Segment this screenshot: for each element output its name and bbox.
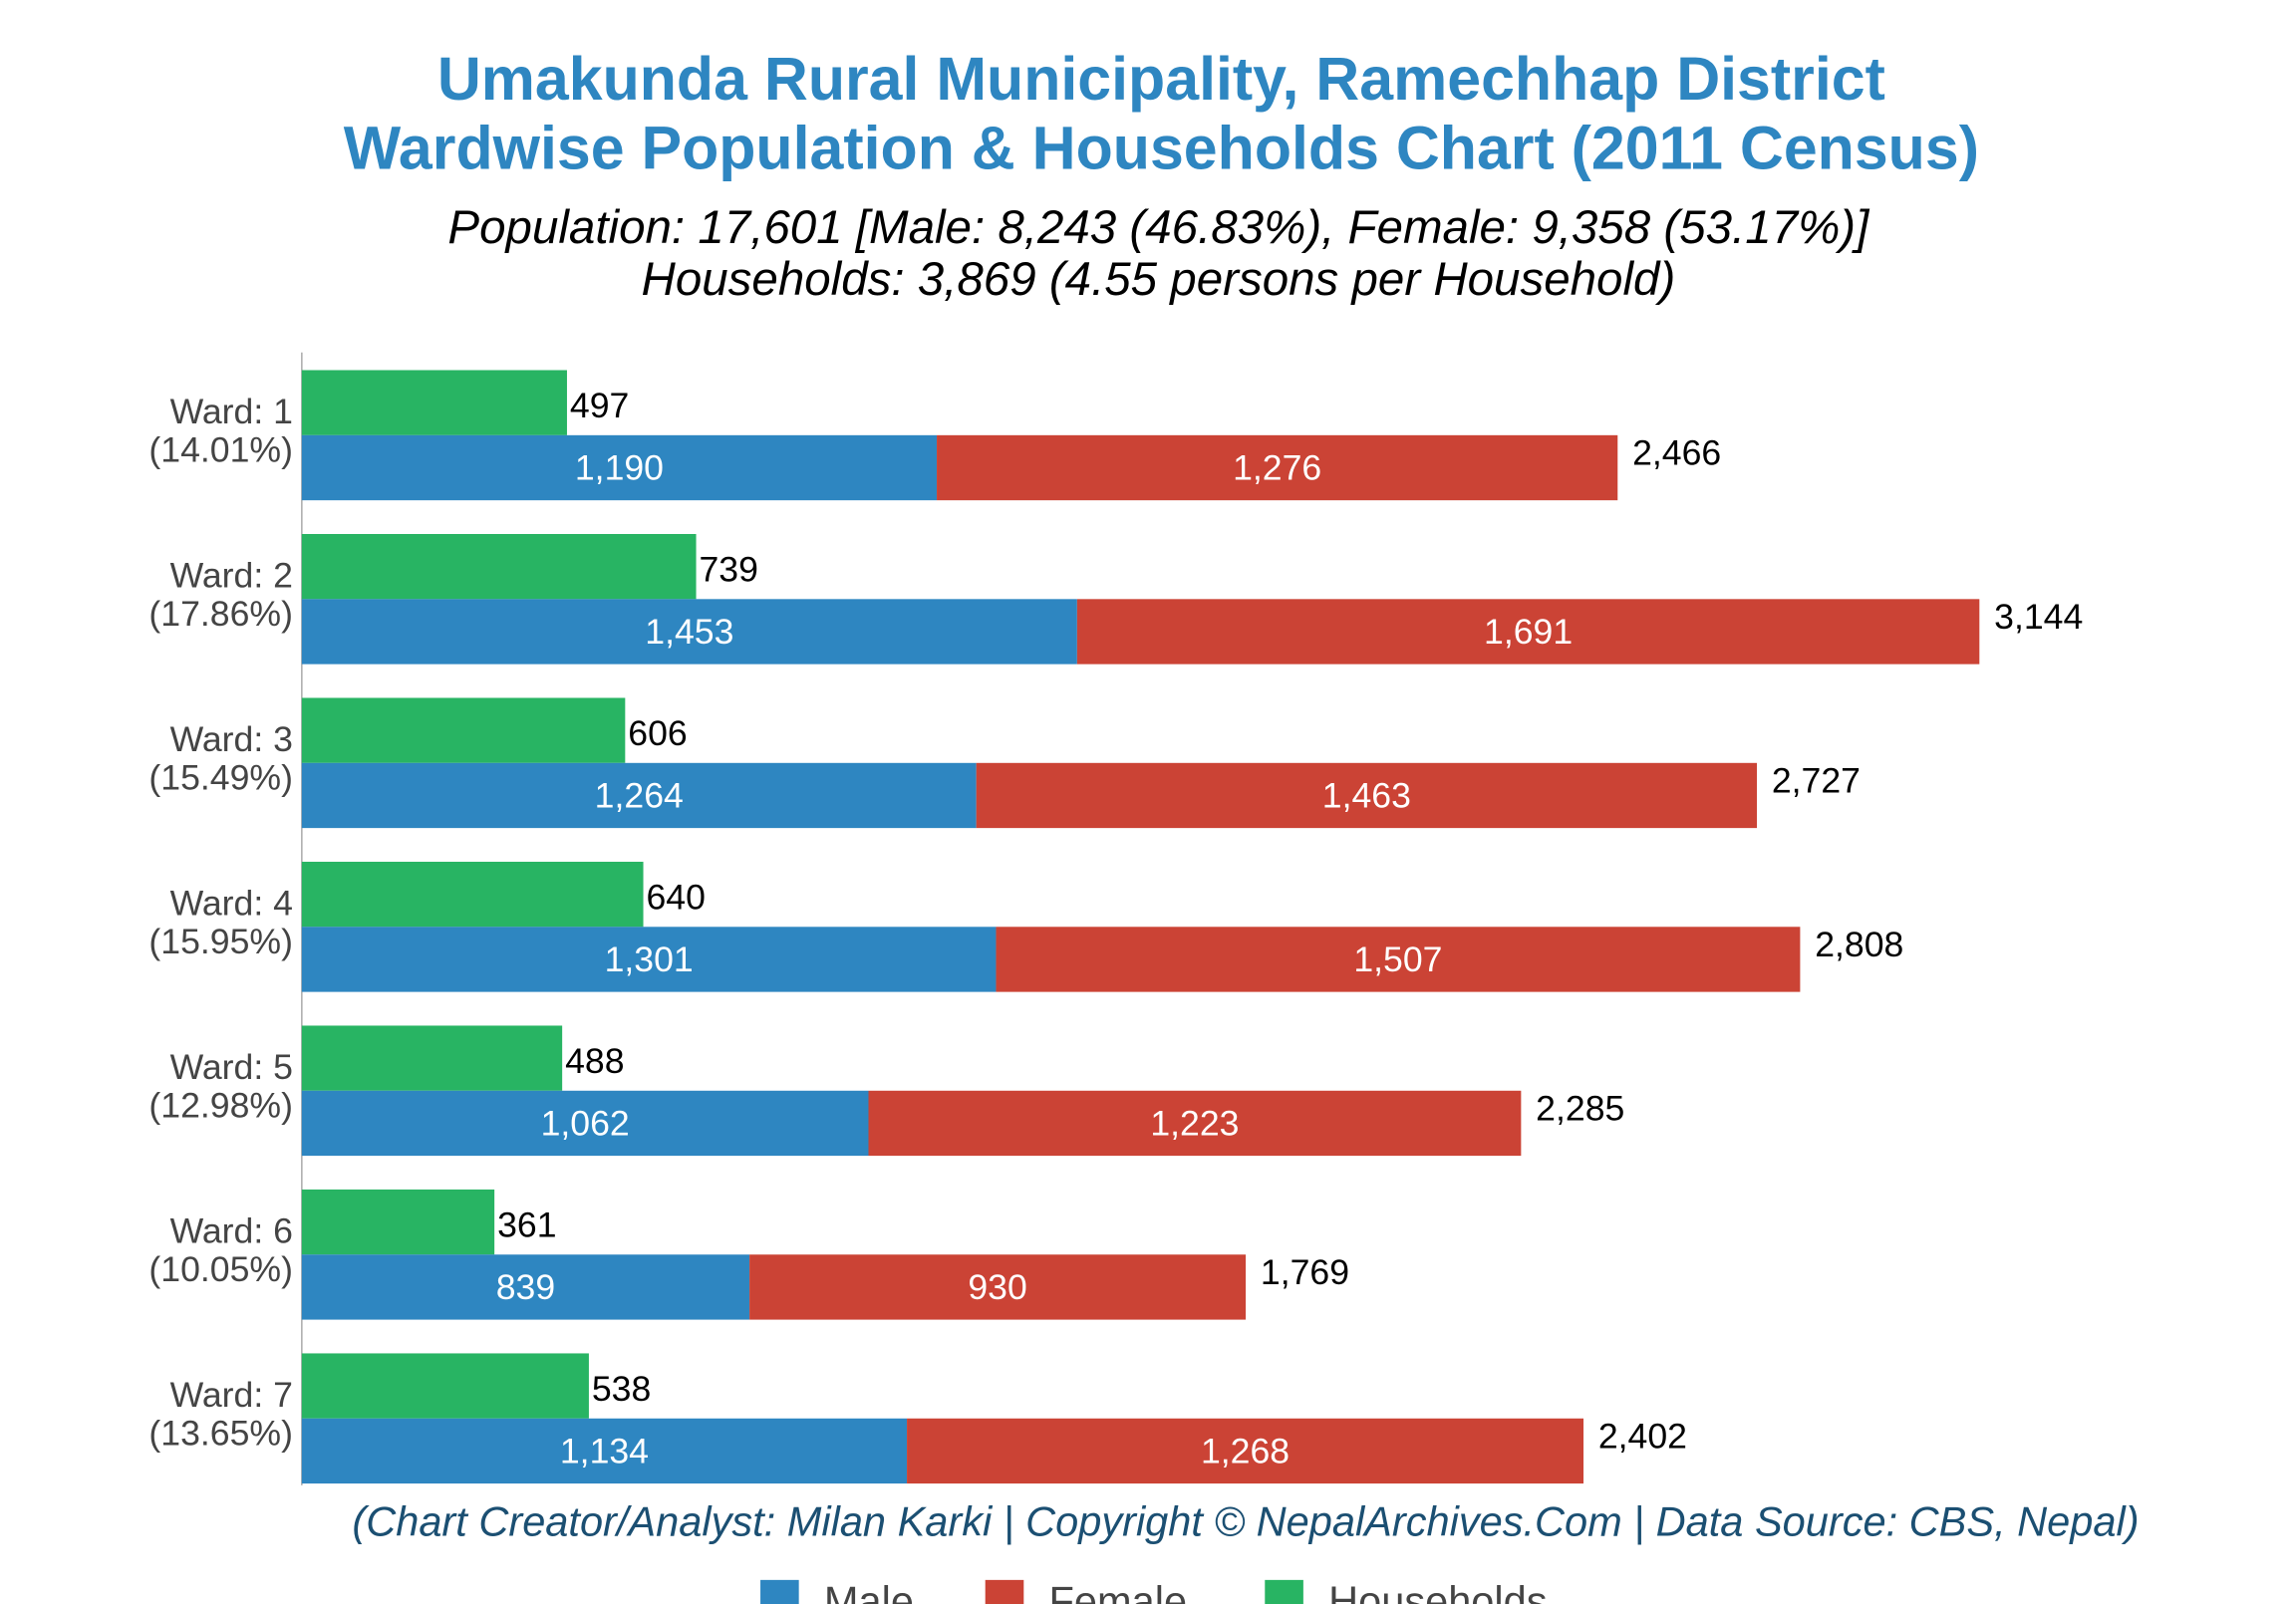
female-value-label: 1,268 (1201, 1431, 1290, 1470)
female-bar (749, 1254, 1247, 1320)
households-bar (301, 697, 626, 763)
households-value-label: 640 (647, 877, 706, 917)
households-bar (301, 534, 697, 600)
households-value-label: 538 (592, 1369, 651, 1409)
female-bar (907, 1418, 1584, 1484)
legend-swatch-households (1265, 1579, 1303, 1604)
legend: Male Female Households (760, 1577, 1548, 1604)
chart-title-line-2: Wardwise Population & Households Chart (… (344, 115, 1979, 182)
total-value-label: 2,808 (1815, 925, 1903, 964)
households-value-label: 739 (700, 550, 758, 590)
female-value-label: 1,276 (1233, 447, 1321, 487)
legend-label-households: Households (1328, 1577, 1547, 1604)
ward-percent-label: (10.05%) (148, 1249, 293, 1289)
households-value-label: 606 (628, 713, 687, 753)
chart-subtitle-line-1: Population: 17,601 [Male: 8,243 (46.83%)… (447, 201, 1870, 254)
ward-percent-label: (17.86%) (148, 594, 293, 634)
households-value-label: 361 (497, 1204, 556, 1244)
female-bar (937, 434, 1618, 501)
households-bar (301, 1189, 495, 1255)
legend-label-female: Female (1049, 1577, 1188, 1604)
ward-percent-label: (15.49%) (148, 758, 293, 798)
chart-title-line-1: Umakunda Rural Municipality, Ramechhap D… (437, 45, 1885, 113)
total-value-label: 2,727 (1772, 760, 1861, 800)
male-bar (301, 434, 938, 501)
households-value-label: 497 (570, 386, 629, 425)
male-value-label: 1,190 (575, 447, 664, 487)
ward-label: Ward: 6 (170, 1210, 293, 1250)
chart-footer-credit: (Chart Creator/Analyst: Milan Karki | Co… (352, 1497, 2139, 1544)
ward-label: Ward: 2 (170, 555, 293, 595)
total-value-label: 3,144 (1994, 597, 2083, 637)
legend-swatch-female (985, 1579, 1024, 1604)
ward-label: Ward: 5 (170, 1047, 293, 1087)
total-value-label: 1,769 (1261, 1252, 1349, 1292)
households-bar (301, 861, 644, 928)
households-bar (301, 370, 567, 435)
households-bar (301, 1025, 563, 1091)
female-bar (976, 762, 1758, 829)
male-bar (301, 599, 1077, 665)
female-bar (1076, 599, 1980, 665)
total-value-label: 2,466 (1632, 433, 1721, 473)
households-value-label: 488 (565, 1041, 624, 1081)
ward-label: Ward: 7 (170, 1375, 293, 1415)
ward-label: Ward: 1 (170, 392, 293, 431)
male-bar (301, 927, 997, 992)
male-value-label: 1,301 (605, 939, 694, 979)
total-value-label: 2,402 (1598, 1416, 1687, 1456)
chart-subtitle-line-2: Households: 3,869 (4.55 persons per Hous… (642, 253, 1676, 306)
legend-label-male: Male (824, 1577, 914, 1604)
male-value-label: 1,134 (560, 1431, 649, 1470)
ward-label: Ward: 3 (170, 719, 293, 759)
ward-label: Ward: 4 (170, 883, 293, 923)
male-value-label: 1,453 (645, 612, 733, 652)
male-value-label: 1,264 (595, 775, 684, 815)
male-value-label: 1,062 (541, 1103, 630, 1143)
female-value-label: 1,507 (1353, 939, 1442, 979)
female-bar (868, 1090, 1522, 1157)
ward-percent-label: (13.65%) (148, 1413, 293, 1453)
female-bar (996, 927, 1801, 992)
male-value-label: 839 (496, 1267, 555, 1307)
male-bar (301, 762, 977, 829)
female-value-label: 1,223 (1150, 1103, 1239, 1143)
female-value-label: 1,691 (1484, 612, 1573, 652)
legend-swatch-male (760, 1579, 799, 1604)
households-bar (301, 1353, 589, 1419)
female-value-label: 930 (968, 1267, 1026, 1307)
ward-percent-label: (12.98%) (148, 1086, 293, 1126)
total-value-label: 2,285 (1536, 1088, 1624, 1128)
ward-percent-label: (15.95%) (148, 922, 293, 961)
male-bar (301, 1090, 869, 1157)
male-bar (301, 1418, 908, 1484)
male-bar (301, 1254, 750, 1320)
bars-group: Ward: 1(14.01%) 497 1,190 1,276 2,466 Ward: 2… (148, 370, 2083, 1484)
female-value-label: 1,463 (1322, 775, 1411, 815)
ward-percent-label: (14.01%) (148, 430, 293, 470)
